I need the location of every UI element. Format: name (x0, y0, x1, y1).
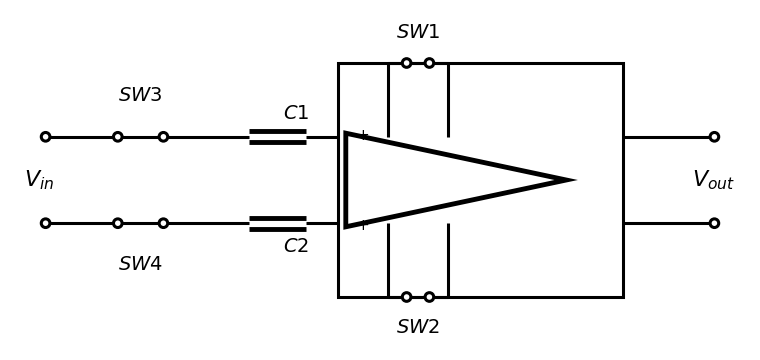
Ellipse shape (41, 132, 50, 141)
Ellipse shape (159, 219, 168, 228)
Ellipse shape (113, 132, 122, 141)
Text: $SW1$: $SW1$ (396, 23, 440, 42)
Text: $SW2$: $SW2$ (396, 318, 440, 337)
Ellipse shape (710, 219, 719, 228)
Ellipse shape (710, 132, 719, 141)
Ellipse shape (425, 59, 434, 67)
Ellipse shape (402, 293, 411, 301)
Ellipse shape (41, 219, 50, 228)
Ellipse shape (113, 219, 122, 228)
Text: $V_{in}$: $V_{in}$ (24, 168, 55, 192)
Text: $SW4$: $SW4$ (118, 255, 163, 274)
Ellipse shape (159, 132, 168, 141)
Text: $V_{out}$: $V_{out}$ (692, 168, 736, 192)
Text: $+$: $+$ (356, 127, 369, 143)
Text: $SW3$: $SW3$ (119, 86, 163, 105)
Ellipse shape (402, 59, 411, 67)
Ellipse shape (425, 293, 434, 301)
Text: $C2$: $C2$ (283, 237, 309, 256)
Bar (338, 63, 623, 297)
Text: $C1$: $C1$ (283, 104, 309, 123)
Text: $+$: $+$ (356, 217, 369, 233)
